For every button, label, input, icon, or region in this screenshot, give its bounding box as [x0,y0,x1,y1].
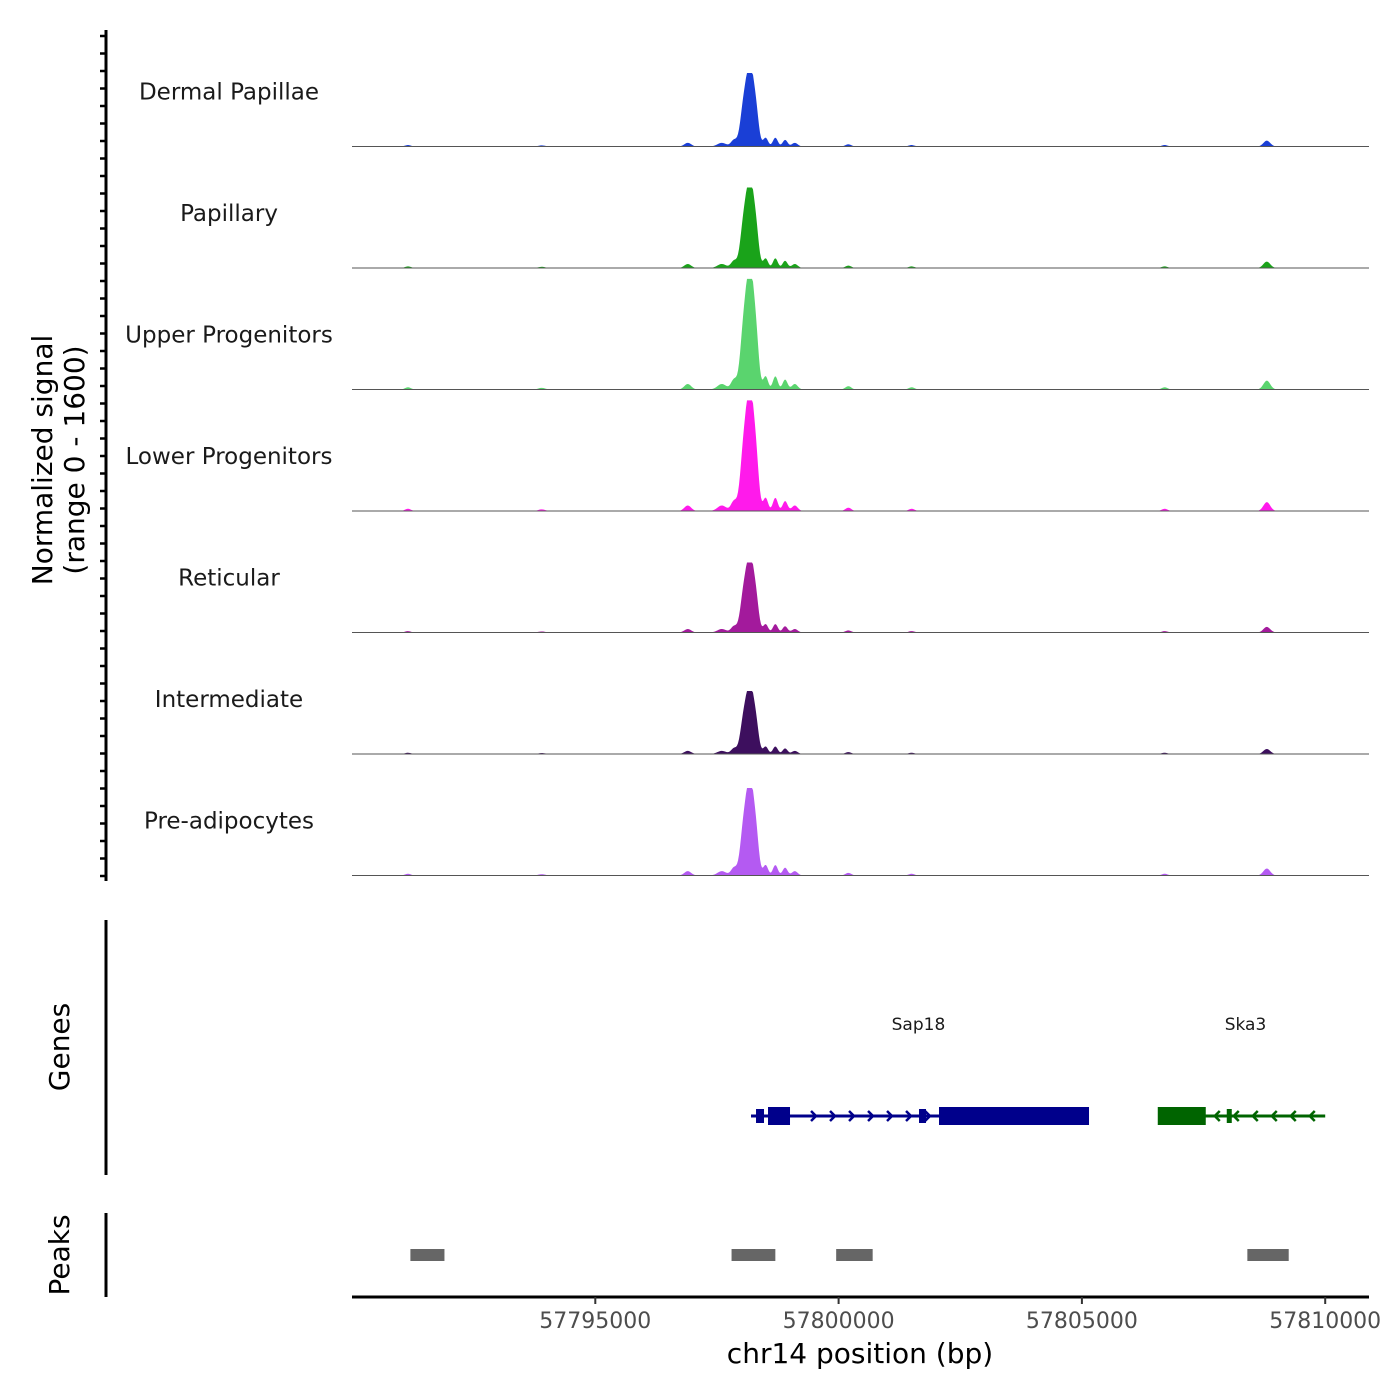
gene-label: Sap18 [892,1015,946,1035]
track-label: Pre-adipocytes [144,809,314,835]
gene-ska3: Ska3 [1157,1015,1326,1125]
x-tick-label: 57800000 [783,1309,895,1334]
gene-exon [939,1107,1090,1125]
strand-arrow [886,1110,894,1122]
track-dermal-papillae: Dermal Papillae [139,73,1369,147]
peak-region [836,1249,873,1261]
signal-area [352,73,1369,147]
strand-arrow [905,1110,913,1122]
signal-area [352,400,1369,511]
signal-area [352,788,1369,876]
x-tick-label: 57795000 [539,1309,651,1334]
gene-exon [768,1107,791,1125]
track-pre-adipocytes: Pre-adipocytes [144,788,1369,876]
signal-y-axis-ticks [100,34,106,878]
gene-label: Ska3 [1225,1015,1267,1035]
genes-track-title: Genes [43,1003,76,1091]
x-tick-label: 57805000 [1026,1309,1138,1334]
track-label: Papillary [180,201,278,227]
x-tick-label: 57810000 [1269,1309,1381,1334]
track-label: Lower Progenitors [126,444,333,470]
x-axis-ticks: 57795000 57800000 57805000 57810000 [539,1297,1381,1334]
peak-region [410,1249,445,1261]
gene-sap18: Sap18 [751,1015,1090,1125]
strand-arrow [848,1110,856,1122]
peak-annotations [410,1249,1289,1261]
track-label: Dermal Papillae [139,80,319,106]
strand-arrow [1288,1110,1297,1122]
track-upper-progenitors: Upper Progenitors [125,278,1369,390]
track-label: Upper Progenitors [125,323,333,349]
signal-area [352,562,1369,633]
signal-tracks: Dermal Papillae Papillary Upper Progenitor… [125,73,1369,876]
y-axis-title-line2: (range 0 - 1600) [58,345,91,574]
strand-arrow [1231,1110,1240,1122]
gene-exon [1226,1109,1232,1123]
strand-arrow [1250,1110,1259,1122]
y-axis-title-line1: Normalized signal [26,335,59,586]
signal-area [352,691,1369,754]
gene-annotations: Sap18 Ska3 [751,1015,1326,1125]
x-axis-title: chr14 position (bp) [727,1337,993,1370]
signal-area [352,187,1369,268]
peaks-track-title: Peaks [43,1214,76,1295]
strand-arrow [924,1110,932,1122]
strand-arrow [829,1110,837,1122]
peak-region [731,1249,776,1261]
track-label: Intermediate [155,687,303,713]
track-label: Reticular [178,566,280,592]
strand-arrow [1307,1110,1316,1122]
peak-region [1247,1249,1289,1261]
gene-exon [756,1109,765,1123]
strand-arrow [1212,1110,1221,1122]
gene-exon [1157,1107,1206,1125]
strand-arrow [1269,1110,1278,1122]
strand-arrow [810,1110,818,1122]
track-intermediate: Intermediate [155,687,1369,755]
track-reticular: Reticular [178,562,1369,633]
gene-exon [919,1109,927,1123]
signal-area [352,278,1369,390]
track-lower-progenitors: Lower Progenitors [126,400,1369,512]
strand-arrow [867,1110,875,1122]
track-papillary: Papillary [180,187,1369,269]
